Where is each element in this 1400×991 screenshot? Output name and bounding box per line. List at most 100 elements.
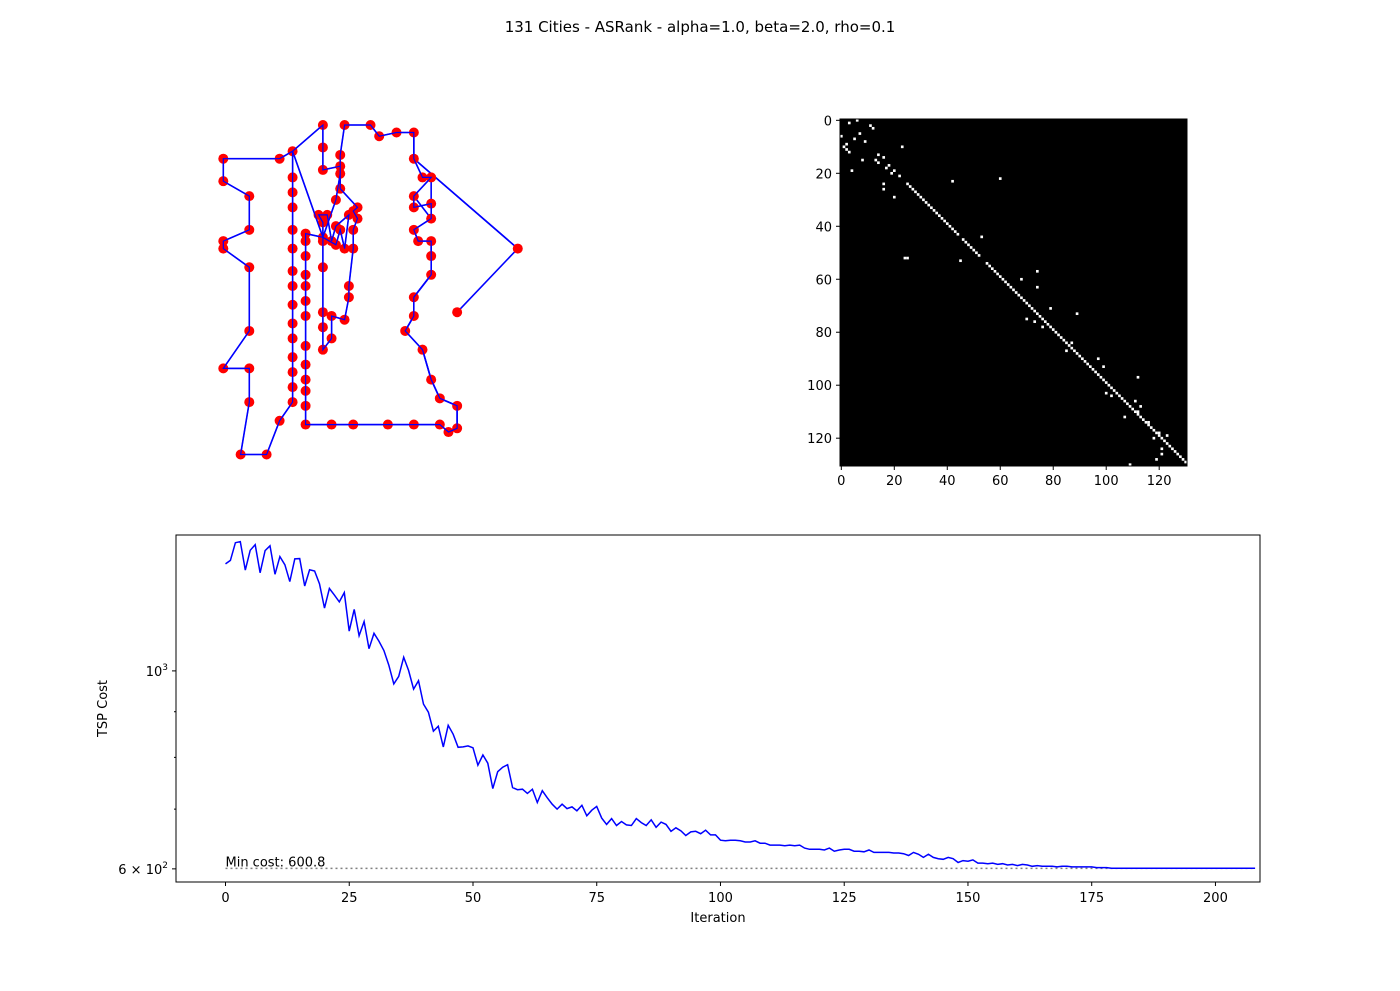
heatmap-ytick-label: 120	[807, 432, 832, 447]
heatmap-cell	[1128, 405, 1132, 408]
heatmap-cell	[1152, 436, 1156, 440]
heatmap-cell	[1126, 402, 1129, 406]
heatmap-cell	[998, 275, 1002, 278]
conv-xtick-label: 75	[588, 891, 605, 906]
heatmap-cell	[1091, 367, 1095, 371]
heatmap-cell	[1102, 365, 1105, 368]
city-point	[512, 243, 523, 254]
heatmap-cell	[1104, 381, 1108, 384]
conv-xtick-label: 175	[1079, 891, 1104, 906]
heatmap-ytick-label: 80	[815, 326, 832, 341]
heatmap-cell	[853, 137, 856, 141]
heatmap-cell	[922, 198, 925, 202]
conv-xtick-label: 0	[221, 891, 229, 906]
heatmap-cell	[1028, 304, 1031, 308]
heatmap-cell	[882, 187, 886, 191]
heatmap-cell	[890, 171, 893, 175]
heatmap-cell	[1041, 325, 1044, 329]
heatmap-cell	[1025, 301, 1029, 305]
heatmap-xtick-label: 20	[886, 474, 903, 489]
heatmap-cell	[1009, 285, 1013, 289]
heatmap-cell	[1139, 405, 1142, 408]
heatmap-cell	[967, 243, 970, 247]
heatmap-cell	[906, 256, 909, 260]
cost-series-line	[225, 540, 1256, 869]
heatmap-cell	[850, 169, 854, 172]
heatmap-cell	[885, 166, 888, 170]
heatmap-cell	[945, 222, 949, 225]
heatmap-cell	[1157, 431, 1161, 435]
heatmap-cell	[1062, 338, 1066, 342]
heatmap-cell	[871, 126, 875, 130]
heatmap-cell	[845, 142, 848, 146]
heatmap-cell	[1173, 450, 1177, 453]
heatmap-cell	[1136, 413, 1140, 416]
heatmap-cell	[1149, 426, 1153, 429]
heatmap-cell	[1096, 357, 1100, 361]
heatmap-cell	[1086, 362, 1089, 366]
city-point	[452, 307, 463, 318]
heatmap-cell	[911, 187, 915, 191]
heatmap-cell	[956, 232, 960, 236]
heatmap-cell	[1036, 312, 1039, 316]
conv-xtick-label: 25	[341, 891, 358, 906]
heatmap-cell	[898, 174, 901, 178]
heatmap-cell	[1165, 442, 1169, 445]
heatmap-cell	[961, 238, 965, 241]
heatmap-cell	[1012, 288, 1015, 292]
heatmap-cell	[892, 195, 896, 199]
heatmap-cell	[1088, 365, 1092, 368]
heatmap-cell	[1038, 315, 1042, 318]
heatmap-cell	[1081, 357, 1084, 361]
heatmap-cell	[988, 264, 991, 268]
heatmap-cell	[1036, 285, 1039, 289]
heatmap-cell	[1160, 452, 1164, 456]
heatmap-cell	[996, 272, 999, 276]
heatmap-cell	[1136, 375, 1140, 379]
heatmap-cell	[1110, 394, 1113, 398]
heatmap-xtick-label: 60	[992, 474, 1009, 489]
heatmap-cell	[914, 190, 917, 194]
heatmap-cell	[1160, 436, 1164, 440]
heatmap-cell	[1102, 378, 1105, 382]
heatmap-cell	[842, 145, 846, 149]
heatmap-cell	[1139, 415, 1142, 419]
heatmap-cell	[1141, 418, 1145, 421]
heatmap-cell	[932, 209, 936, 212]
heatmap-xtick-label: 0	[837, 474, 845, 489]
heatmap-cell	[1147, 420, 1150, 424]
heatmap-cell	[1123, 415, 1127, 419]
heatmap-cell	[1118, 394, 1121, 398]
heatmap-cell	[1099, 375, 1103, 379]
heatmap-ytick-label: 100	[807, 379, 832, 394]
heatmap-cell	[874, 158, 878, 162]
heatmap-cell	[1030, 307, 1034, 310]
heatmap-cell	[919, 195, 923, 199]
heatmap-cell	[951, 227, 954, 231]
heatmap-cell	[1004, 280, 1007, 284]
conv-ytick-label: 103	[146, 663, 168, 680]
heatmap-cell	[1075, 352, 1079, 355]
heatmap-cell	[953, 230, 957, 233]
heatmap-cell	[1049, 325, 1052, 329]
heatmap-cell	[1155, 458, 1158, 461]
heatmap-ytick-label: 40	[815, 220, 832, 235]
heatmap-frame	[839, 118, 1188, 467]
heatmap-cell	[858, 132, 862, 135]
heatmap-cell	[877, 161, 880, 165]
heatmap-cell	[1020, 296, 1023, 300]
heatmap-cell	[900, 145, 904, 149]
heatmap-cell	[985, 262, 989, 265]
convergence-plot: Min cost: 600.8 0 25 50 75 100 125 150 175 200 103…	[96, 534, 1261, 926]
heatmap-cell	[1181, 458, 1185, 461]
heatmap-cell	[1046, 322, 1050, 326]
heatmap-cell	[1036, 269, 1039, 273]
conv-xtick-label: 200	[1203, 891, 1228, 906]
conv-xlabel: Iteration	[690, 911, 745, 926]
heatmap-cell	[1043, 320, 1047, 323]
heatmap-cell	[887, 164, 891, 167]
heatmap-cell	[1022, 299, 1026, 302]
heatmap-cell	[892, 169, 896, 172]
heatmap-cell	[948, 224, 952, 228]
heatmap-cell	[847, 150, 851, 154]
